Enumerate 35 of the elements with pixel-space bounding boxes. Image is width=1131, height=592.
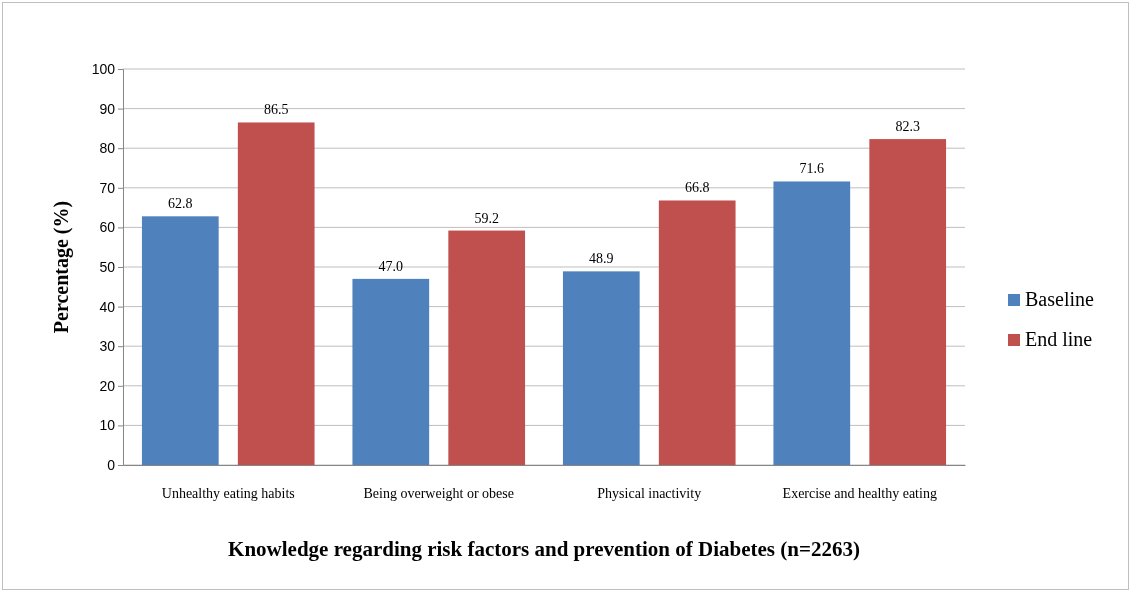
- data-label: 82.3: [895, 119, 920, 135]
- legend-label: Baseline: [1025, 288, 1094, 310]
- bar: [773, 181, 851, 465]
- data-label: 59.2: [474, 210, 499, 226]
- y-tick-label: 10: [99, 417, 116, 434]
- data-label: 71.6: [799, 161, 825, 177]
- y-tick-label: 0: [107, 456, 116, 473]
- x-tick-label: Unhealthy eating habits: [161, 486, 295, 501]
- y-tick-label: 80: [99, 140, 116, 157]
- x-axis-title: Knowledge regarding risk factors and prevention of Diabetes (n=2263): [228, 537, 860, 561]
- y-tick-label: 20: [99, 377, 116, 394]
- bar: [869, 139, 947, 465]
- bar: [352, 278, 430, 465]
- x-tick-label: Physical inactivity: [597, 486, 702, 501]
- bar: [448, 230, 526, 465]
- data-label: 86.5: [263, 102, 289, 118]
- y-axis-title: Percentage (%): [50, 200, 73, 334]
- data-label: 66.8: [684, 180, 710, 196]
- y-tick-label: 60: [99, 219, 116, 236]
- legend-label: End line: [1025, 328, 1093, 350]
- bar: [562, 271, 640, 465]
- data-label: 48.9: [589, 251, 614, 267]
- y-tick-label: 40: [99, 298, 116, 315]
- bar: [237, 122, 315, 465]
- bar: [141, 216, 219, 465]
- y-tick-label: 70: [99, 179, 116, 196]
- data-label: 62.8: [168, 196, 193, 212]
- y-tick-label: 90: [99, 100, 116, 117]
- x-tick-label: Exercise and healthy eating: [782, 486, 937, 501]
- x-tick-label: Being overweight or obese: [363, 486, 514, 501]
- y-tick-label: 100: [91, 60, 116, 77]
- y-tick-label: 30: [99, 338, 116, 355]
- y-tick-label: 50: [99, 258, 116, 275]
- data-label: 47.0: [378, 258, 404, 274]
- bar: [658, 200, 736, 465]
